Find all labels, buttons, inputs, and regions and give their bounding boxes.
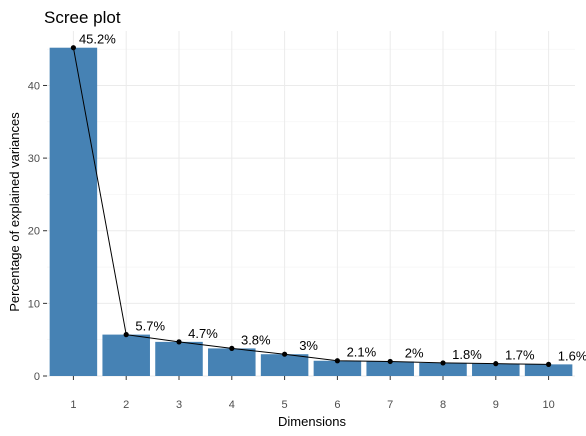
point-8 [440,360,446,366]
bar-4 [208,348,256,376]
x-tick-label: 3 [176,399,182,411]
data-label-5: 3% [299,338,318,353]
x-tick-label: 8 [440,399,446,411]
x-tick-label: 9 [493,399,499,411]
point-9 [493,361,499,367]
grid-layer [47,31,575,377]
y-tick-label: 0 [34,371,40,383]
data-label-3: 4.7% [188,326,218,341]
data-label-7: 2% [405,345,424,360]
scree-line [72,47,549,365]
point-7 [387,358,393,365]
point-2 [123,332,129,338]
bar-9 [472,363,520,376]
x-tick-label: 1 [70,399,76,411]
bars-layer [49,47,573,376]
y-tick-label: 20 [28,226,40,238]
y-axis: 0 10 20 30 40 [28,80,47,383]
y-axis-title: Percentage of explained variances [7,112,22,312]
data-label-10: 1.6% [558,348,586,363]
bar-3 [155,341,203,376]
x-tick-label: 6 [334,399,340,411]
bar-1 [49,47,98,376]
point-5 [282,351,288,357]
x-axis-title: Dimensions [278,414,346,429]
bar-5 [260,354,309,376]
points-layer [70,45,552,367]
point-6 [334,358,340,364]
x-tick-label: 10 [542,399,554,411]
point-10 [546,361,552,367]
x-tick-label: 5 [282,399,288,411]
bar-10 [524,364,573,376]
y-tick-label: 40 [28,80,40,92]
x-tick-label: 4 [229,399,235,411]
point-3 [176,339,182,345]
line-layer [72,47,549,365]
bar-6 [313,360,362,376]
bar-7 [366,361,414,376]
data-label-9: 1.7% [505,348,535,363]
data-label-2: 5.7% [135,319,165,334]
data-labels-layer: 45.2% 5.7% 4.7% 3.8% 3% 2.1% 2% 1.8% 1.7% 1.6% [79,32,586,364]
x-tick-label: 7 [387,399,393,411]
chart-title: Scree plot [44,8,121,27]
y-tick-label: 30 [28,153,40,165]
data-label-8: 1.8% [452,347,482,362]
bar-2 [102,334,150,376]
point-4 [229,345,235,351]
bar-8 [419,362,467,376]
x-axis: 1 2 3 4 5 6 7 8 9 10 [70,376,555,411]
point-1 [70,45,76,51]
data-label-4: 3.8% [241,332,271,347]
data-label-1: 45.2% [79,32,116,47]
x-tick-label: 2 [123,399,129,411]
data-label-6: 2.1% [347,345,377,360]
y-tick-label: 10 [28,298,40,310]
